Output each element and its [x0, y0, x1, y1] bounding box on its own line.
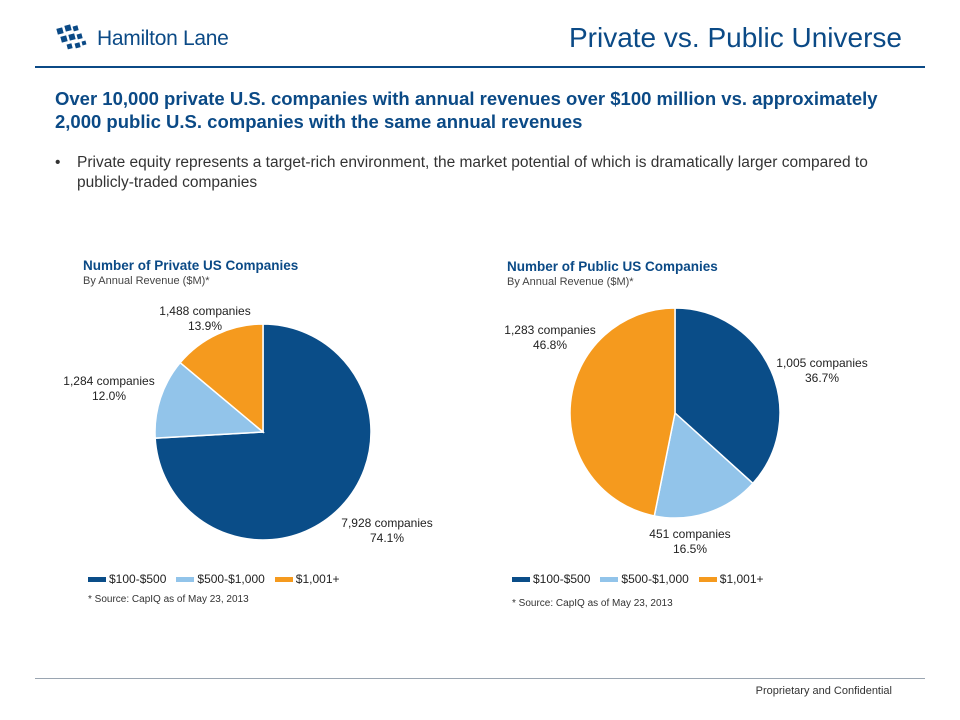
- public-legend: $100-$500 $500-$1,000 $1,001+: [512, 572, 774, 586]
- private-label-500-1000: 1,284 companies 12.0%: [56, 374, 162, 404]
- bullet-marker: •: [55, 154, 61, 171]
- public-label-500-1000-percent: 16.5%: [672, 542, 708, 556]
- private-source-note: * Source: CapIQ as of May 23, 2013: [88, 594, 249, 605]
- public-chart-subtitle: By Annual Revenue ($M)*: [507, 276, 634, 288]
- pie-slice-1-001: [179, 323, 264, 434]
- public-chart-title: Number of Public US Companies: [507, 259, 718, 274]
- public-label-1001plus: 1,283 companies 46.8%: [495, 323, 605, 353]
- legend-item: $100-$500: [88, 572, 166, 586]
- legend-swatch-light-blue: [176, 576, 195, 582]
- legend-swatch-light-blue: [600, 576, 619, 582]
- private-label-100-500: 7,928 companies 74.1%: [331, 516, 443, 546]
- private-label-500-1000-percent: 12.0%: [91, 389, 127, 403]
- private-label-100-500-count: 7,928 companies: [341, 516, 433, 530]
- legend-item: $1,001+: [698, 572, 764, 586]
- private-chart-title: Number of Private US Companies: [83, 258, 299, 273]
- public-label-1001plus-count: 1,283 companies: [504, 323, 596, 337]
- footer-text: Proprietary and Confidential: [755, 685, 892, 697]
- legend-swatch-dark-blue: [512, 576, 530, 582]
- legend-label: $1,001+: [719, 572, 764, 586]
- public-label-100-500-percent: 36.7%: [804, 371, 840, 385]
- public-pie: [569, 307, 781, 519]
- header-divider: [35, 66, 925, 68]
- slide-title: Private vs. Public Universe: [568, 22, 902, 53]
- private-label-1001plus-percent: 13.9%: [187, 319, 223, 333]
- public-label-500-1000: 451 companies 16.5%: [640, 527, 740, 557]
- bullet-point: • Private equity represents a target-ric…: [55, 153, 915, 193]
- legend-item: $1,001+: [274, 572, 340, 586]
- public-label-1001plus-percent: 46.8%: [532, 338, 568, 352]
- pie-slice-500-1-000: [653, 411, 754, 519]
- pie-slice-1-001: [569, 307, 676, 517]
- private-label-1001plus-count: 1,488 companies: [159, 304, 251, 318]
- legend-label: $100-$500: [533, 572, 591, 586]
- pie-slice-100-500: [674, 307, 781, 485]
- public-label-500-1000-count: 451 companies: [649, 527, 731, 541]
- private-legend: $100-$500 $500-$1,000 $1,001+: [88, 572, 350, 586]
- private-pie: [154, 323, 372, 541]
- private-label-1001plus: 1,488 companies 13.9%: [150, 304, 260, 334]
- legend-swatch-orange: [698, 576, 717, 582]
- legend-label: $500-$1,000: [197, 572, 265, 586]
- public-label-100-500: 1,005 companies 36.7%: [766, 356, 878, 386]
- legend-swatch-dark-blue: [88, 576, 106, 582]
- legend-item: $500-$1,000: [600, 572, 689, 586]
- hamilton-lane-logo: Hamilton Lane: [55, 24, 229, 54]
- pie-slice-500-1-000: [154, 361, 265, 439]
- legend-item: $500-$1,000: [176, 572, 265, 586]
- private-label-100-500-percent: 74.1%: [369, 531, 405, 545]
- legend-label: $500-$1,000: [621, 572, 689, 586]
- public-source-note: * Source: CapIQ as of May 23, 2013: [512, 598, 673, 609]
- legend-item: $100-$500: [512, 572, 590, 586]
- logo-text: Hamilton Lane: [97, 27, 229, 50]
- private-chart-subtitle: By Annual Revenue ($M)*: [83, 275, 210, 287]
- headline: Over 10,000 private U.S. companies with …: [55, 88, 878, 132]
- footer-divider: [35, 678, 925, 679]
- private-label-500-1000-count: 1,284 companies: [63, 374, 155, 388]
- hamilton-lane-logo-icon: [56, 24, 87, 50]
- legend-label: $100-$500: [109, 572, 167, 586]
- bullet-text: Private equity represents a target-rich …: [77, 154, 868, 191]
- legend-label: $1,001+: [295, 572, 340, 586]
- legend-swatch-orange: [274, 576, 293, 582]
- public-label-100-500-count: 1,005 companies: [776, 356, 868, 370]
